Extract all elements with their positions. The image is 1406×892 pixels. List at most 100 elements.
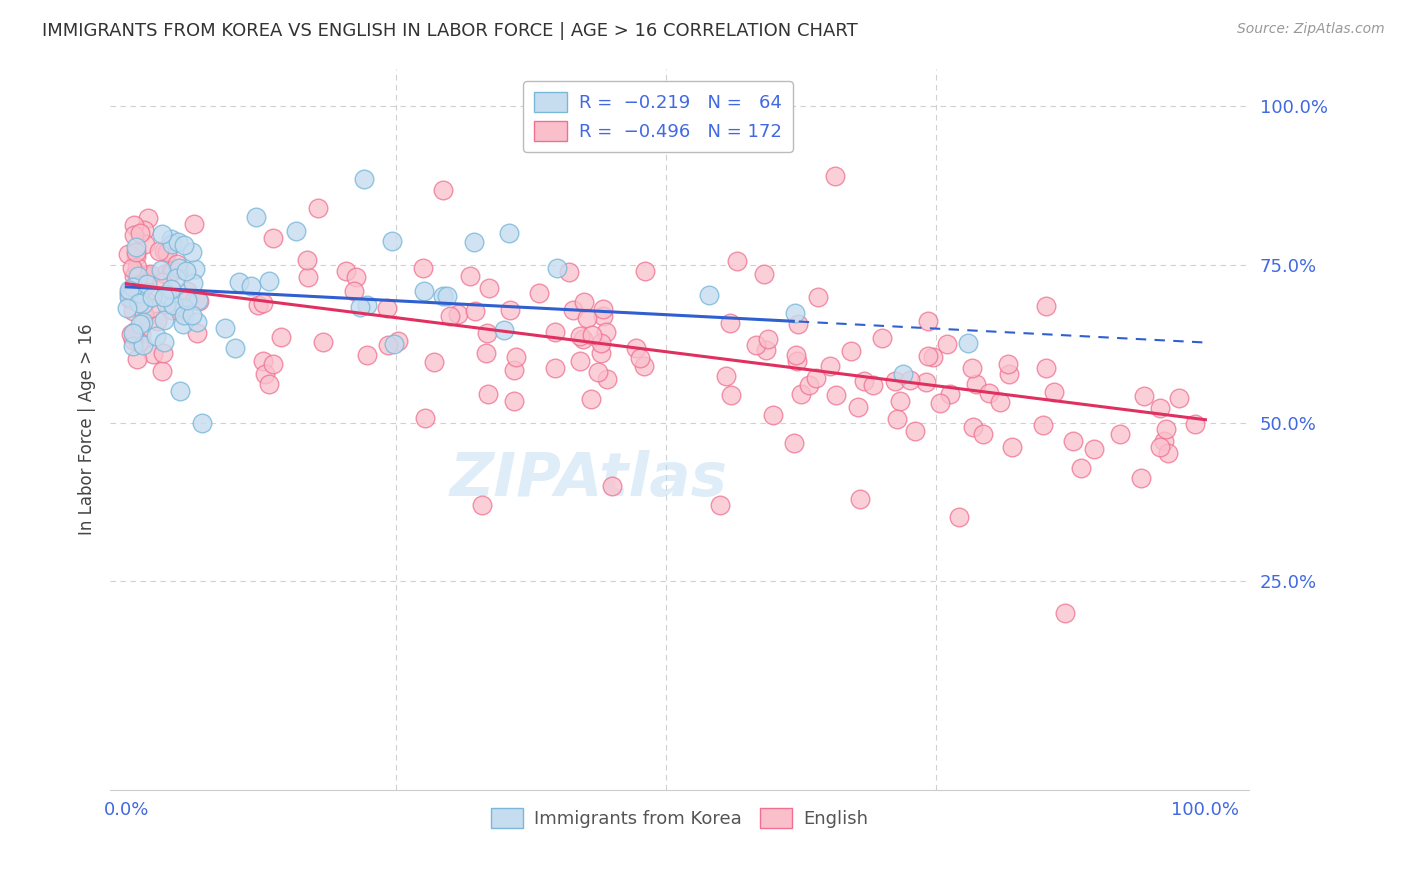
Point	[572, 295, 595, 310]
Point	[889, 394, 911, 409]
Point	[756, 332, 779, 346]
Point	[125, 245, 148, 260]
Point	[1035, 360, 1057, 375]
Point	[181, 276, 204, 290]
Point	[1157, 445, 1180, 459]
Point	[152, 346, 174, 360]
Point	[122, 227, 145, 242]
Point	[121, 333, 143, 347]
Point	[478, 281, 501, 295]
Point	[381, 234, 404, 248]
Point	[633, 359, 655, 373]
Point	[155, 297, 177, 311]
Point	[558, 265, 581, 279]
Text: IMMIGRANTS FROM KOREA VS ENGLISH IN LABOR FORCE | AGE > 16 CORRELATION CHART: IMMIGRANTS FROM KOREA VS ENGLISH IN LABO…	[42, 22, 858, 40]
Text: Source: ZipAtlas.com: Source: ZipAtlas.com	[1237, 22, 1385, 37]
Point	[960, 360, 983, 375]
Point	[1132, 389, 1154, 403]
Point	[423, 354, 446, 368]
Point	[122, 279, 145, 293]
Point	[820, 359, 842, 373]
Point	[782, 435, 804, 450]
Point	[169, 303, 191, 318]
Point	[155, 286, 177, 301]
Point	[176, 285, 198, 299]
Point	[1032, 417, 1054, 432]
Point	[439, 310, 461, 324]
Point	[917, 349, 939, 363]
Point	[312, 335, 335, 350]
Point	[297, 252, 319, 267]
Point	[346, 270, 368, 285]
Point	[697, 288, 720, 302]
Point	[141, 347, 163, 361]
Point	[1153, 434, 1175, 448]
Point	[132, 296, 155, 310]
Point	[128, 296, 150, 310]
Point	[595, 325, 617, 339]
Point	[904, 424, 927, 438]
Point	[786, 318, 808, 332]
Point	[150, 363, 173, 377]
Point	[382, 337, 405, 351]
Point	[1184, 417, 1206, 432]
Point	[544, 360, 567, 375]
Point	[262, 357, 284, 371]
Point	[149, 262, 172, 277]
Point	[634, 264, 657, 278]
Point	[131, 315, 153, 329]
Point	[129, 327, 152, 342]
Point	[131, 283, 153, 297]
Point	[132, 222, 155, 236]
Point	[173, 308, 195, 322]
Point	[600, 479, 623, 493]
Point	[136, 277, 159, 291]
Point	[413, 285, 436, 299]
Point	[307, 201, 329, 215]
Point	[134, 307, 156, 321]
Point	[571, 332, 593, 346]
Point	[807, 290, 830, 304]
Point	[714, 368, 737, 383]
Point	[720, 388, 742, 402]
Point	[886, 411, 908, 425]
Point	[134, 294, 156, 309]
Point	[191, 416, 214, 430]
Point	[824, 169, 846, 183]
Point	[270, 330, 292, 344]
Point	[183, 292, 205, 306]
Point	[628, 351, 651, 366]
Point	[592, 302, 614, 317]
Point	[589, 336, 612, 351]
Legend: Immigrants from Korea, English: Immigrants from Korea, English	[484, 801, 876, 835]
Point	[1108, 427, 1130, 442]
Point	[797, 377, 820, 392]
Point	[254, 367, 277, 381]
Point	[118, 292, 141, 306]
Point	[568, 354, 591, 368]
Point	[169, 384, 191, 399]
Point	[162, 264, 184, 278]
Point	[939, 387, 962, 401]
Point	[785, 306, 807, 320]
Point	[121, 260, 143, 275]
Point	[156, 288, 179, 302]
Point	[917, 314, 939, 328]
Point	[957, 335, 980, 350]
Point	[922, 350, 945, 364]
Point	[173, 301, 195, 315]
Point	[503, 363, 526, 377]
Point	[120, 327, 142, 342]
Point	[745, 338, 768, 352]
Point	[936, 337, 959, 351]
Point	[214, 321, 236, 335]
Point	[125, 249, 148, 263]
Point	[131, 268, 153, 282]
Point	[162, 298, 184, 312]
Point	[150, 275, 173, 289]
Point	[475, 326, 498, 340]
Point	[122, 304, 145, 318]
Point	[412, 260, 434, 275]
Point	[752, 267, 775, 281]
Point	[505, 350, 527, 364]
